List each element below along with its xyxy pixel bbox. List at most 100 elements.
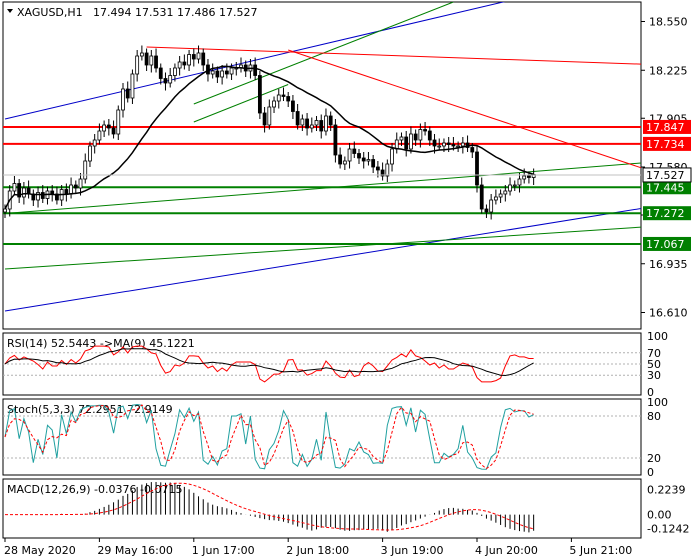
candle-body: [385, 163, 390, 177]
macd-signal-line: [5, 482, 534, 531]
candle-body: [229, 67, 234, 75]
candle-body: [333, 124, 338, 156]
candle-body: [295, 111, 300, 126]
candle-body: [503, 190, 508, 195]
rsi-tick-label: 0: [647, 386, 654, 399]
stoch-tick-label: 100: [647, 396, 668, 409]
level-tag-bg: [643, 136, 691, 151]
rsi-pane[interactable]: RSI(14) 52.5443 ->MA(9) 45.1221 100 70503…: [3, 330, 668, 399]
main-pane-frame: [2, 1, 642, 330]
candle-body: [375, 166, 380, 171]
candle-body: [64, 189, 69, 195]
candle-body: [446, 142, 451, 145]
candle-body: [291, 100, 295, 112]
candle-body: [479, 184, 484, 210]
candle-body: [281, 94, 286, 97]
candle-body: [215, 70, 220, 78]
candle-body: [168, 75, 173, 84]
macd-label: MACD(12,26,9) -0.0376 -0.0715: [7, 483, 182, 496]
candle-body: [78, 178, 83, 189]
blue-channel-lower: [4, 207, 641, 312]
candle-body: [154, 55, 158, 69]
candle-body: [191, 54, 196, 60]
candle-body: [347, 148, 352, 162]
candle-body: [409, 133, 413, 150]
candle-body: [111, 127, 116, 135]
candle-body: [272, 100, 276, 108]
rsi-tick-label: 100: [647, 330, 668, 343]
candle-body: [106, 124, 111, 129]
time-tick-label: 5 Jun 21:00: [569, 544, 632, 557]
price-tick-label: 18.550: [649, 16, 688, 29]
rsi-ma-line: [4, 348, 534, 377]
candle-body: [423, 129, 427, 132]
candle-body: [36, 192, 40, 201]
candle-body: [149, 55, 154, 66]
candle-body: [220, 70, 225, 78]
time-axis: 28 May 2020 29 May 16:00 1 Jun 17:00 2 Jun …: [4, 538, 632, 557]
candle-body: [55, 193, 59, 201]
level-price-tags: 17.847 17.734 17.445 17.272 17.067 17.527: [642, 119, 692, 251]
candle-body: [357, 153, 361, 159]
candle-body: [522, 175, 527, 180]
candle-body: [512, 184, 517, 187]
candle-body: [427, 130, 432, 141]
candle-body: [224, 70, 229, 75]
macd-tick-label: 0.2239: [647, 483, 686, 496]
candle-body: [92, 139, 97, 147]
candle-body: [69, 184, 73, 195]
candle-body: [139, 52, 144, 57]
candle-body: [286, 96, 291, 102]
candle-body: [125, 88, 130, 99]
candle-body: [173, 67, 177, 76]
candle-body: [21, 187, 26, 198]
candle-body: [342, 160, 347, 165]
candle-body: [83, 160, 88, 180]
candle-body: [451, 144, 456, 147]
candle-body: [475, 151, 479, 186]
candle-body: [121, 88, 125, 111]
time-tick-label: 1 Jun 17:00: [192, 544, 255, 557]
candle-body: [399, 136, 404, 141]
chart-header: XAGUSD,H1 17.494 17.531 17.486 17.527: [7, 6, 257, 19]
level-tag-17.272: 17.272: [646, 207, 685, 220]
time-tick-label: 3 Jun 19:00: [381, 544, 444, 557]
rsi-tick-label: 50: [647, 358, 661, 371]
candle-body: [135, 55, 140, 75]
rsi-tick-label: 70: [647, 347, 661, 360]
level-tag-17.067: 17.067: [646, 238, 685, 251]
candle-body: [460, 142, 465, 147]
candle-body: [456, 145, 461, 148]
main-plot[interactable]: [3, 0, 666, 312]
symbol-dropdown-icon[interactable]: [7, 9, 13, 13]
symbol-timeframe: XAGUSD,H1: [17, 6, 83, 19]
stoch-label: Stoch(5,3,3) 72.2951 72.9149: [7, 403, 173, 416]
macd-tick-label: 0.00: [647, 509, 672, 522]
time-tick-label: 2 Jun 18:00: [286, 544, 349, 557]
candle-body: [493, 196, 498, 201]
candle-body: [97, 130, 102, 141]
candle-body: [309, 124, 314, 129]
macd-pane[interactable]: MACD(12,26,9) -0.0376 -0.0715 0.2239 0.00…: [5, 481, 689, 536]
current-price-tag-bg: [642, 167, 692, 183]
candle-body: [437, 145, 442, 148]
candle-body: [361, 157, 366, 162]
candle-body: [517, 178, 522, 186]
candle-body: [116, 109, 121, 135]
candle-body: [470, 147, 475, 153]
candle-body: [182, 61, 187, 66]
candle-body: [489, 199, 494, 213]
candle-body: [314, 120, 319, 126]
candle-body: [262, 112, 267, 126]
candle-body: [144, 52, 149, 66]
price-tick-label: 16.935: [649, 258, 688, 271]
candle-body: [163, 78, 168, 84]
candles[interactable]: [3, 45, 536, 220]
rsi-label: RSI(14) 52.5443 ->MA(9) 45.1221: [7, 337, 195, 350]
stoch-pane-frame: [2, 398, 642, 476]
candle-body: [158, 67, 163, 79]
candle-body: [366, 159, 371, 162]
macd-pane-frame: [2, 478, 642, 539]
